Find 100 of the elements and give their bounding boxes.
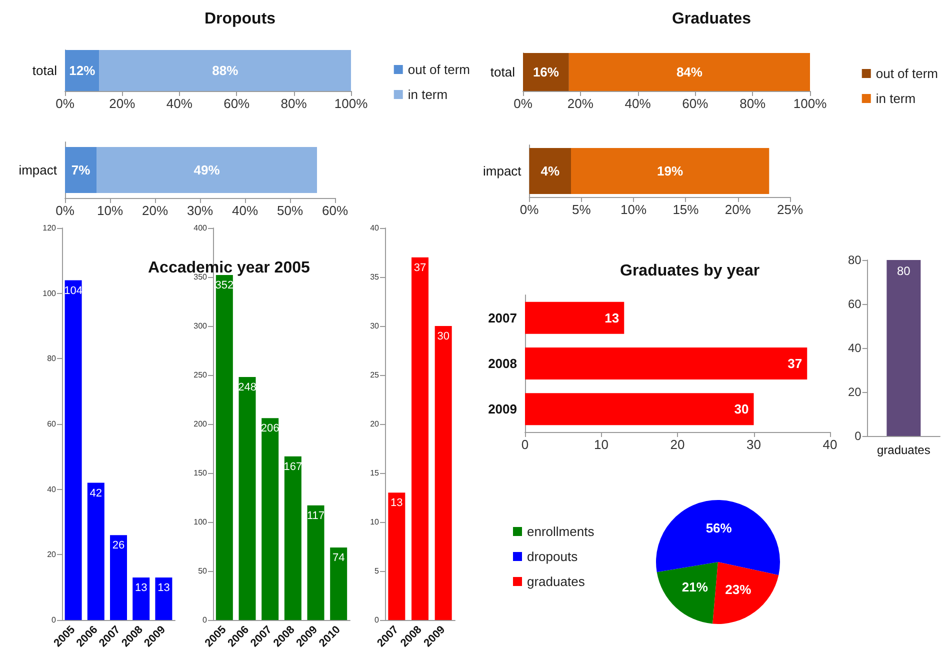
data-label: 42 <box>90 487 102 500</box>
bar <box>388 492 406 620</box>
x-tick-label: 10% <box>96 203 124 218</box>
data-label: 104 <box>64 284 82 297</box>
bar <box>155 578 172 620</box>
bar <box>525 348 808 380</box>
y-tick-label: 400 <box>194 224 208 232</box>
y-tick-label: 15 <box>370 468 380 478</box>
chart-title: Graduates <box>672 10 752 28</box>
data-label: 19% <box>657 164 684 178</box>
data-label: 23% <box>725 582 752 597</box>
data-label: 37 <box>414 262 426 274</box>
bar <box>238 376 256 620</box>
data-label: 88% <box>212 63 239 78</box>
x-tick-label: 0% <box>520 202 540 217</box>
y-tick-label: 150 <box>194 468 208 478</box>
x-tick-label: 10% <box>620 202 648 217</box>
data-label: 26 <box>112 540 125 552</box>
data-label: 4% <box>540 164 560 178</box>
bar <box>87 482 104 620</box>
x-tick-label: 15% <box>672 202 700 217</box>
y-tick-label: total <box>32 63 58 78</box>
x-tick-label: 0% <box>56 96 75 111</box>
y-tick-label: 60 <box>47 420 57 428</box>
y-tick-label: 20 <box>47 550 57 560</box>
bar <box>525 393 754 426</box>
y-tick-label: 2009 <box>488 402 517 417</box>
y-tick-label: 0 <box>52 616 57 624</box>
y-tick-label: 0 <box>202 616 208 624</box>
x-tick-label: 60% <box>682 96 709 111</box>
data-label: 13 <box>134 582 148 594</box>
x-tick-label: 20% <box>567 96 594 111</box>
data-label: 248 <box>238 381 256 394</box>
data-label: 13 <box>158 582 170 594</box>
x-tick-label: graduates <box>876 443 930 457</box>
data-label: 30 <box>734 402 749 417</box>
y-tick-label: 2007 <box>488 310 517 326</box>
data-label: 56% <box>706 520 732 536</box>
bar <box>412 257 428 620</box>
x-tick-label: 40% <box>232 203 258 218</box>
y-tick-label: 40 <box>848 341 862 355</box>
y-tick-label: 10 <box>370 518 380 526</box>
data-label: 7% <box>71 162 91 178</box>
x-tick-label: 20% <box>109 96 136 111</box>
bar <box>132 578 150 620</box>
data-label: 117 <box>306 510 325 522</box>
y-tick-label: 40 <box>47 484 57 494</box>
x-tick-label: 40% <box>166 96 193 111</box>
bar <box>434 326 452 620</box>
bar <box>216 275 233 620</box>
data-label: 13 <box>390 497 403 510</box>
x-tick-label: 10 <box>594 437 608 452</box>
x-tick-label: 5% <box>572 202 592 217</box>
y-tick-label: 100 <box>194 518 208 526</box>
x-tick-label: 30 <box>746 437 761 452</box>
y-tick-label: total <box>490 64 516 80</box>
chart-title: Dropouts <box>204 10 276 28</box>
y-tick-label: impact <box>482 164 522 178</box>
x-tick-label: 20 <box>670 437 685 452</box>
y-tick-label: 60 <box>848 297 862 311</box>
bar <box>110 535 127 620</box>
bar <box>307 505 324 620</box>
y-tick-label: 80 <box>848 253 862 267</box>
bar <box>284 456 302 620</box>
data-label: 84% <box>676 64 703 80</box>
data-label: 37 <box>788 356 802 371</box>
x-tick-label: 0 <box>521 437 529 452</box>
x-tick-label: 100% <box>793 96 828 111</box>
chart-title: Graduates by year <box>620 262 760 280</box>
y-tick-label: 300 <box>194 322 208 330</box>
y-tick-label: 50 <box>198 566 208 576</box>
y-tick-label: 200 <box>194 420 208 428</box>
y-tick-label: 100 <box>42 288 57 298</box>
x-tick-label: 0% <box>514 96 533 111</box>
legend-label: dropouts <box>527 549 578 564</box>
bar <box>525 302 624 334</box>
y-tick-label: 120 <box>42 224 57 232</box>
y-tick-label: 2008 <box>488 356 517 371</box>
y-tick-label: 5 <box>374 566 380 576</box>
x-tick-label: 60% <box>224 96 250 111</box>
y-tick-label: 80 <box>47 354 57 364</box>
legend-label: in term <box>876 91 916 106</box>
x-tick-label: 30% <box>186 203 214 218</box>
data-label: 13 <box>604 310 620 326</box>
x-tick-label: 20% <box>724 202 752 217</box>
x-tick-label: 80% <box>280 96 308 111</box>
x-tick-label: 25% <box>776 202 804 217</box>
data-label: 80 <box>896 264 911 278</box>
y-tick-label: 30 <box>370 322 380 330</box>
data-label: 16% <box>532 64 560 80</box>
data-label: 49% <box>194 162 220 178</box>
y-tick-label: 0 <box>374 616 380 624</box>
data-label: 74 <box>332 552 345 564</box>
x-tick-label: 0% <box>56 203 75 218</box>
x-tick-label: 40 <box>822 437 838 452</box>
y-tick-label: 25 <box>370 370 380 380</box>
bar <box>262 418 279 620</box>
x-tick-label: 80% <box>740 96 766 111</box>
bar <box>64 280 82 620</box>
y-tick-label: 350 <box>194 272 208 282</box>
